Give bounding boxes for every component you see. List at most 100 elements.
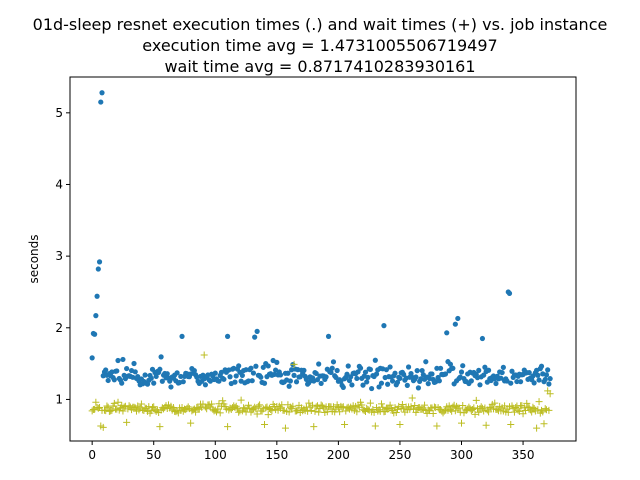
- data-point: [498, 375, 504, 381]
- data-point: [315, 408, 323, 416]
- data-point: [248, 365, 254, 371]
- data-point: [477, 403, 485, 411]
- data-point: [353, 408, 361, 416]
- data-point: [131, 360, 137, 367]
- data-point: [180, 379, 186, 385]
- data-point: [459, 402, 467, 410]
- data-point: [137, 400, 145, 408]
- data-point: [458, 369, 465, 375]
- data-point: [415, 385, 422, 391]
- data-point: [509, 368, 515, 374]
- data-point: [389, 378, 396, 384]
- data-point: [393, 405, 401, 413]
- chart-title: 01d-sleep resnet execution times (.) and…: [33, 15, 608, 76]
- data-point: [450, 365, 456, 371]
- data-point: [194, 404, 202, 412]
- data-point: [119, 407, 127, 415]
- data-point: [233, 373, 239, 379]
- data-point: [437, 365, 444, 371]
- data-point: [362, 369, 369, 375]
- data-point: [364, 379, 370, 385]
- data-point: [468, 378, 474, 384]
- data-point: [360, 382, 366, 388]
- data-point: [92, 331, 98, 337]
- data-point: [159, 378, 165, 384]
- data-point: [111, 377, 117, 383]
- data-point: [370, 408, 378, 416]
- data-point: [385, 381, 391, 387]
- data-point: [506, 290, 513, 296]
- data-point: [355, 369, 361, 375]
- data-point: [367, 366, 373, 373]
- data-point: [258, 374, 264, 380]
- data-point: [392, 408, 400, 416]
- data-point: [371, 422, 379, 430]
- data-point: [252, 334, 258, 340]
- data-point: [316, 361, 322, 367]
- data-point: [261, 380, 268, 386]
- x-tick-label: 50: [146, 448, 161, 462]
- data-point: [378, 380, 385, 386]
- data-point: [153, 373, 159, 380]
- data-point: [354, 375, 360, 382]
- data-point: [95, 266, 101, 272]
- data-point: [147, 407, 155, 415]
- data-point: [216, 409, 224, 417]
- data-point: [214, 405, 222, 413]
- data-point: [545, 406, 553, 414]
- data-point: [386, 401, 394, 409]
- data-point: [334, 367, 340, 374]
- data-point: [318, 380, 324, 387]
- y-tick-label: 5: [55, 106, 63, 120]
- x-tick-label: 300: [450, 448, 473, 462]
- data-point: [414, 368, 420, 374]
- x-tick-label: 0: [88, 448, 96, 462]
- data-point: [200, 351, 208, 359]
- data-point: [239, 372, 245, 379]
- data-point: [125, 402, 133, 410]
- data-point: [545, 367, 551, 373]
- data-point: [408, 394, 416, 402]
- data-point: [397, 375, 403, 381]
- data-point: [358, 401, 366, 409]
- title-line: wait time avg = 0.8717410283930161: [164, 57, 475, 76]
- x-tick-label: 250: [388, 448, 411, 462]
- data-point: [250, 370, 257, 376]
- data-point: [429, 371, 435, 377]
- data-point: [419, 367, 425, 374]
- data-point: [433, 422, 441, 430]
- data-point: [169, 403, 177, 411]
- y-axis: 1 2 3 4 5: [55, 106, 70, 406]
- data-point: [167, 378, 173, 384]
- data-point: [507, 421, 515, 429]
- data-point: [265, 363, 271, 369]
- data-point: [458, 419, 466, 427]
- data-point: [499, 369, 505, 376]
- data-point: [373, 371, 380, 377]
- data-point: [245, 378, 252, 384]
- data-point: [168, 384, 174, 390]
- data-point: [546, 381, 552, 387]
- data-point: [309, 401, 317, 409]
- data-point: [310, 423, 318, 431]
- data-point: [369, 405, 377, 413]
- data-point: [281, 424, 289, 432]
- data-point: [341, 421, 349, 429]
- data-point: [514, 378, 520, 385]
- data-point: [130, 403, 138, 411]
- data-point: [158, 354, 164, 360]
- data-point: [493, 380, 499, 387]
- data-point: [365, 374, 371, 380]
- data-point: [224, 333, 231, 339]
- data-point: [430, 403, 438, 411]
- data-point: [526, 369, 532, 376]
- data-point: [401, 371, 407, 377]
- data-point: [529, 403, 537, 411]
- data-point: [240, 404, 248, 412]
- data-point: [475, 408, 483, 416]
- data-point: [124, 365, 130, 372]
- data-point: [377, 400, 385, 408]
- data-point: [249, 378, 255, 384]
- data-point: [142, 372, 148, 378]
